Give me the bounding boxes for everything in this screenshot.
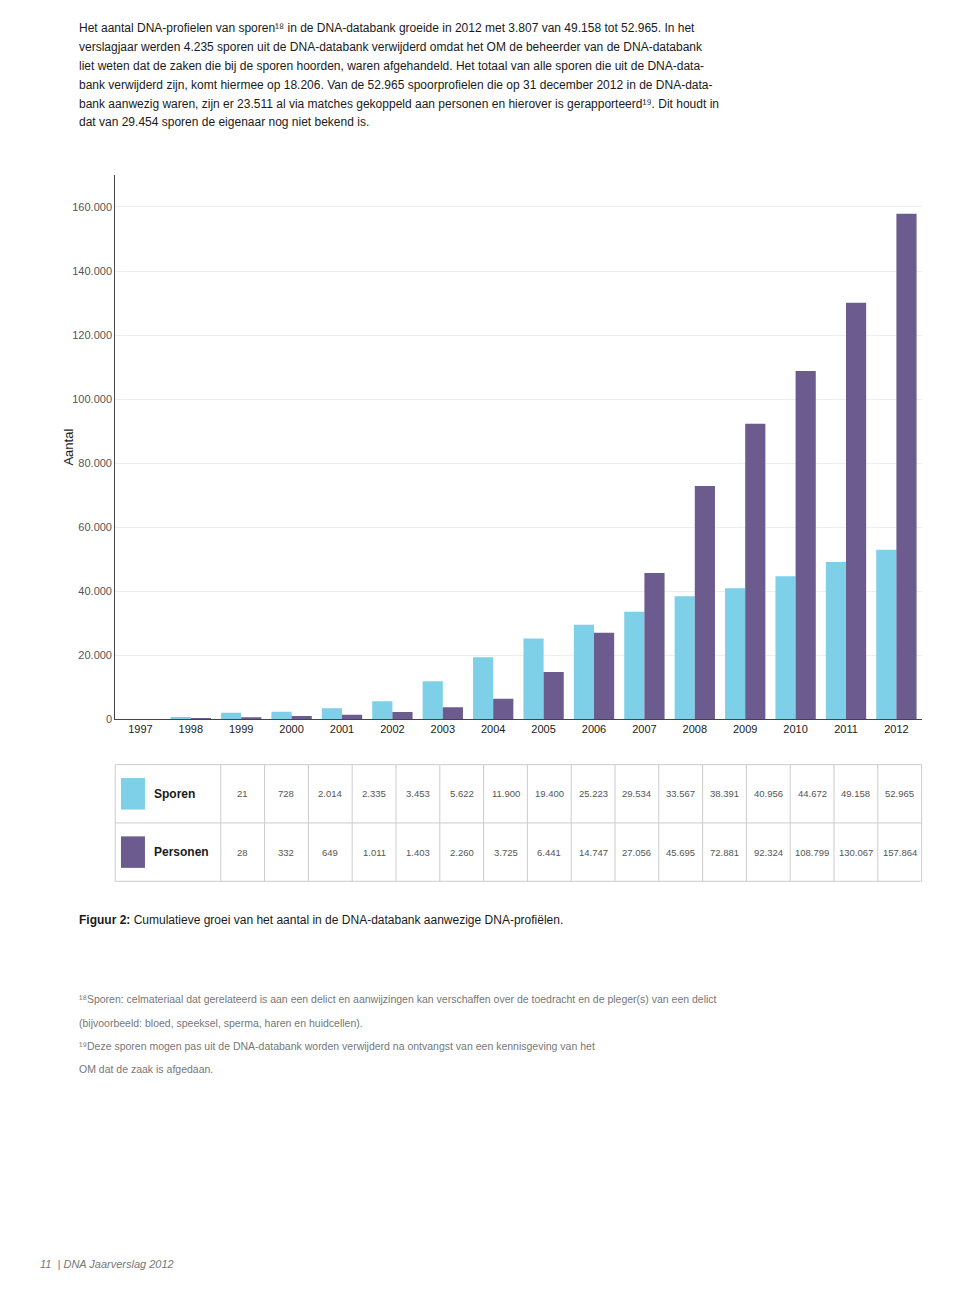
svg-text:80.000: 80.000 [78,457,112,469]
svg-text:332: 332 [278,847,294,858]
svg-text:1997: 1997 [128,723,152,735]
svg-text:Figuur 2: Cumulatieve groei va: Figuur 2: Cumulatieve groei van het aant… [79,913,563,927]
svg-text:92.324: 92.324 [754,847,783,858]
svg-text:2.335: 2.335 [362,788,386,799]
svg-text:38.391: 38.391 [710,788,739,799]
svg-text:40.956: 40.956 [754,788,783,799]
svg-text:108.799: 108.799 [795,847,829,858]
svg-text:649: 649 [322,847,338,858]
svg-text:1998: 1998 [179,723,203,735]
svg-text:2007: 2007 [632,723,656,735]
svg-text:2010: 2010 [783,723,807,735]
svg-text:40.000: 40.000 [78,585,112,597]
svg-text:29.534: 29.534 [622,788,651,799]
svg-text:Aantal: Aantal [61,429,76,466]
svg-text:1999: 1999 [229,723,253,735]
svg-text:44.672: 44.672 [798,788,827,799]
svg-text:OM dat de zaak is afgedaan.: OM dat de zaak is afgedaan. [79,1063,213,1075]
svg-text:100.000: 100.000 [72,393,112,405]
svg-text:2001: 2001 [330,723,354,735]
svg-text:2012: 2012 [884,723,908,735]
svg-text:(bijvoorbeeld: bloed, speeksel: (bijvoorbeeld: bloed, speeksel, sperma, … [79,1017,363,1029]
svg-text:Personen: Personen [154,845,209,859]
svg-text:2003: 2003 [431,723,455,735]
svg-text:2009: 2009 [733,723,757,735]
svg-text:6.441: 6.441 [537,847,561,858]
svg-text:2004: 2004 [481,723,505,735]
svg-text:2008: 2008 [683,723,707,735]
svg-text:0: 0 [106,713,112,725]
svg-text:25.223: 25.223 [579,788,608,799]
svg-text:5.622: 5.622 [450,788,474,799]
svg-text:bank verwijderd zijn, komt hie: bank verwijderd zijn, komt hiermee op 18… [79,78,713,92]
svg-text:20.000: 20.000 [78,649,112,661]
svg-text:bank aanwezig waren, zijn er 2: bank aanwezig waren, zijn er 23.511 al v… [79,97,719,111]
svg-text:72.881: 72.881 [710,847,739,858]
svg-text:2.260: 2.260 [450,847,474,858]
svg-text:Het aantal DNA-profielen van s: Het aantal DNA-profielen van sporen¹⁸ in… [79,21,695,35]
svg-text:14.747: 14.747 [579,847,608,858]
svg-text:728: 728 [278,788,294,799]
svg-text:11 | DNA Jaarverslag 2012: 11 | DNA Jaarverslag 2012 [40,1258,174,1270]
svg-text:1.403: 1.403 [406,847,430,858]
svg-text:¹⁹Deze sporen mogen pas uit de: ¹⁹Deze sporen mogen pas uit de DNA-datab… [79,1040,595,1052]
svg-text:120.000: 120.000 [72,329,112,341]
svg-text:130.067: 130.067 [839,847,873,858]
svg-text:19.400: 19.400 [535,788,564,799]
svg-text:2002: 2002 [380,723,404,735]
svg-text:27.056: 27.056 [622,847,651,858]
svg-text:157.864: 157.864 [883,847,917,858]
svg-text:45.695: 45.695 [666,847,695,858]
svg-text:2.014: 2.014 [318,788,342,799]
svg-text:60.000: 60.000 [78,521,112,533]
svg-text:33.567: 33.567 [666,788,695,799]
svg-text:Sporen: Sporen [154,787,195,801]
svg-text:dat van 29.454 sporen de eigen: dat van 29.454 sporen de eigenaar nog ni… [79,115,369,129]
svg-text:52.965: 52.965 [885,788,914,799]
svg-text:28: 28 [237,847,248,858]
svg-text:140.000: 140.000 [72,265,112,277]
svg-text:¹⁸Sporen: celmateriaal dat ger: ¹⁸Sporen: celmateriaal dat gerelateerd i… [79,993,717,1005]
svg-text:2006: 2006 [582,723,606,735]
svg-text:3.453: 3.453 [406,788,430,799]
svg-text:liet weten dat de zaken die bi: liet weten dat de zaken die bij de spore… [79,59,704,73]
svg-text:160.000: 160.000 [72,201,112,213]
svg-text:2000: 2000 [279,723,303,735]
svg-text:1.011: 1.011 [363,847,386,858]
svg-text:verslagjaar werden 4.235 spore: verslagjaar werden 4.235 sporen uit de D… [79,40,703,54]
svg-text:2011: 2011 [834,723,858,735]
svg-text:2005: 2005 [531,723,555,735]
svg-text:49.158: 49.158 [841,788,870,799]
svg-text:21: 21 [237,788,248,799]
svg-text:3.725: 3.725 [494,847,518,858]
svg-text:11.900: 11.900 [492,788,520,799]
